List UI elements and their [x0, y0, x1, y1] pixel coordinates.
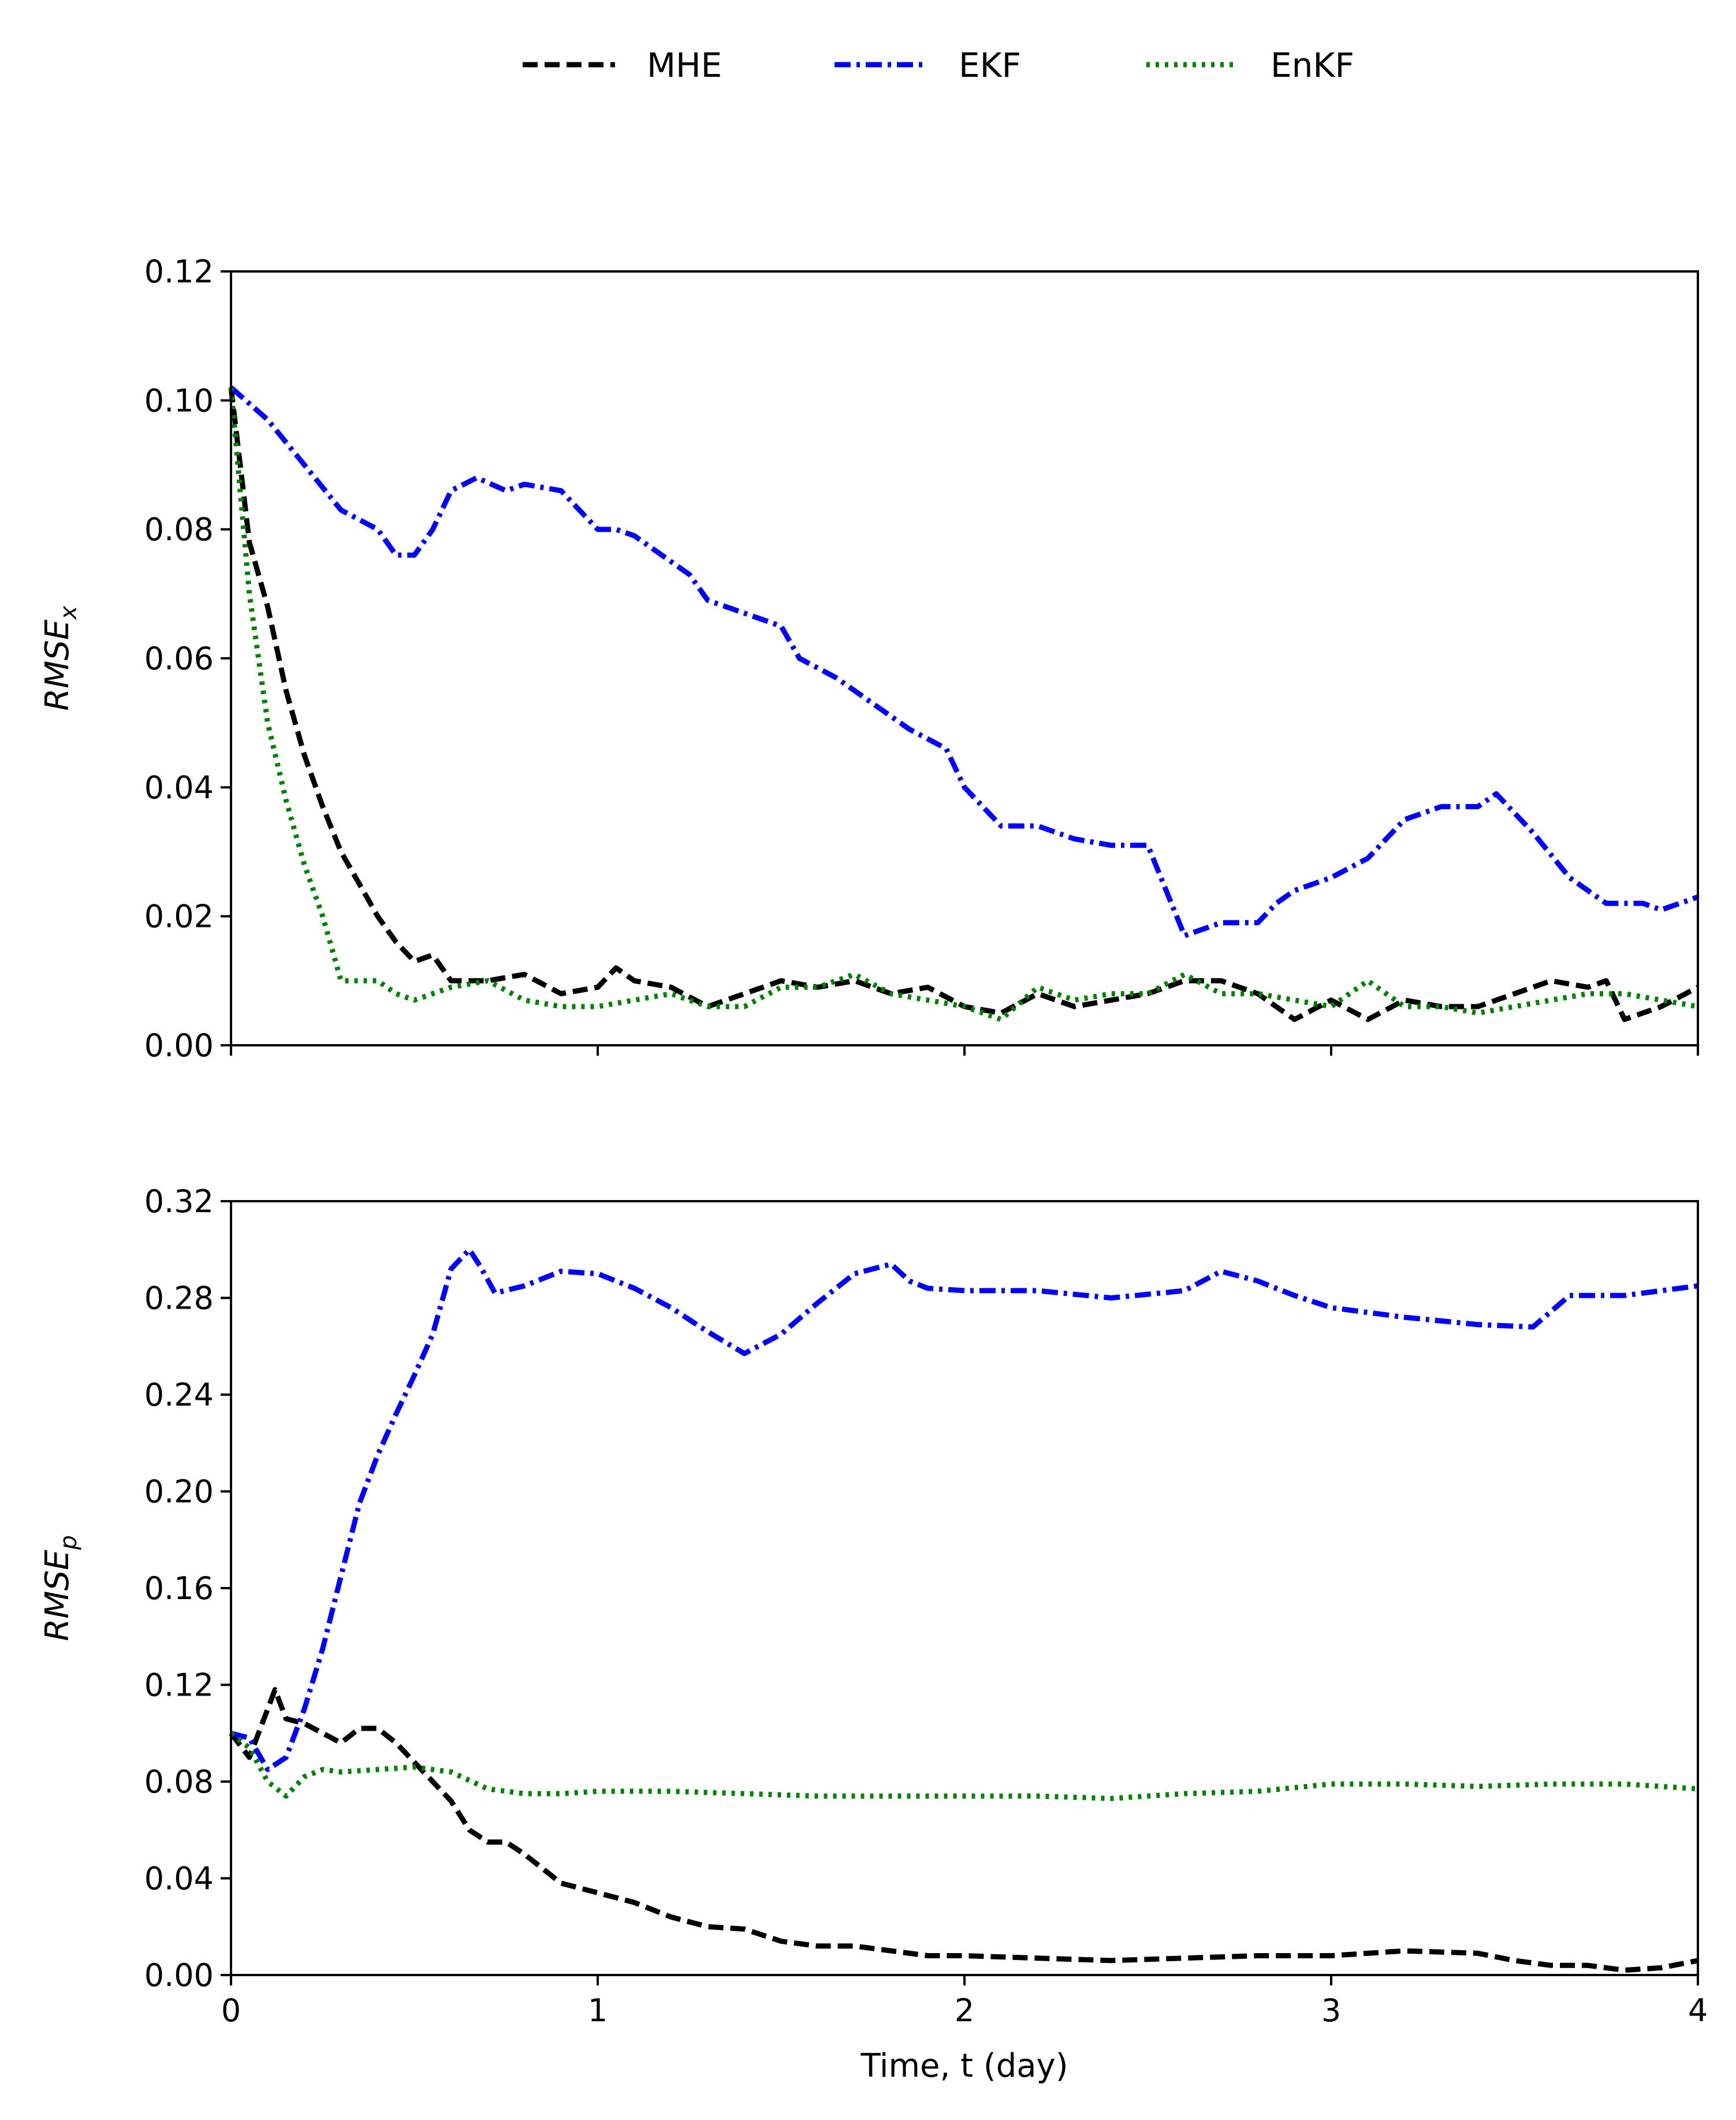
y-tick-label: 0.12	[144, 1667, 214, 1704]
legend-label-mhe: MHE	[647, 46, 722, 85]
y-axis-label-base: RMSE	[39, 1549, 76, 1641]
x-tick-label: 3	[1321, 1992, 1341, 2029]
y-axis-label-subscript: p	[55, 1535, 82, 1550]
y-tick-label: 0.00	[144, 1957, 214, 1994]
plot-frame	[230, 1200, 1699, 1976]
y-tick-label: 0.04	[144, 769, 214, 806]
y-tick-label: 0.20	[144, 1474, 214, 1510]
panel-bottom-rmse-p: 0.00 0.04 0.08 0.12 0.16 0.20 0.24 0.28 0.32 0 1 2 3…	[39, 1183, 1708, 2029]
legend-label-ekf: EKF	[959, 46, 1021, 85]
y-tick-label: 0.32	[144, 1183, 214, 1220]
y-tick-label: 0.16	[144, 1570, 214, 1607]
x-tick-label: 2	[955, 1992, 974, 2029]
series-line-ekf	[230, 1247, 1698, 1772]
y-tick-label: 0.28	[144, 1280, 214, 1317]
x-tick-label: 4	[1688, 1992, 1708, 2029]
series-line-enkf	[228, 387, 1698, 1022]
y-axis-label-base: RMSE	[39, 619, 76, 711]
y-tick-label: 0.08	[144, 512, 214, 548]
y-tick-label: 0.08	[144, 1764, 214, 1800]
panel-top-rmse-x: 0.00 0.02 0.04 0.06 0.08 0.10 0.12 RMSEx	[39, 254, 1700, 1064]
series-line-mhe	[229, 1687, 1698, 1973]
x-tick-label: 1	[588, 1992, 608, 2029]
y-axis-label: RMSEx	[39, 606, 82, 711]
y-tick-label: 0.04	[144, 1861, 214, 1897]
legend: MHE EKF EnKF	[523, 46, 1354, 85]
legend-label-enkf: EnKF	[1271, 46, 1354, 85]
y-axis-label: RMSEp	[39, 1535, 82, 1641]
x-axis-label: Time, t (day)	[860, 2047, 1068, 2085]
series-line-mhe	[228, 387, 1700, 1022]
y-tick-label: 0.24	[144, 1377, 214, 1413]
plot-frame	[230, 270, 1699, 1046]
series-line-ekf	[229, 385, 1699, 938]
series-line-enkf	[229, 1731, 1698, 1801]
y-tick-label: 0.02	[144, 899, 214, 935]
y-tick-label: 0.00	[144, 1027, 214, 1064]
y-axis-label-subscript: x	[55, 606, 82, 621]
y-tick-label: 0.06	[144, 640, 214, 677]
y-tick-label: 0.12	[144, 254, 214, 290]
x-tick-label: 0	[221, 1992, 241, 2029]
y-tick-label: 0.10	[144, 382, 214, 419]
